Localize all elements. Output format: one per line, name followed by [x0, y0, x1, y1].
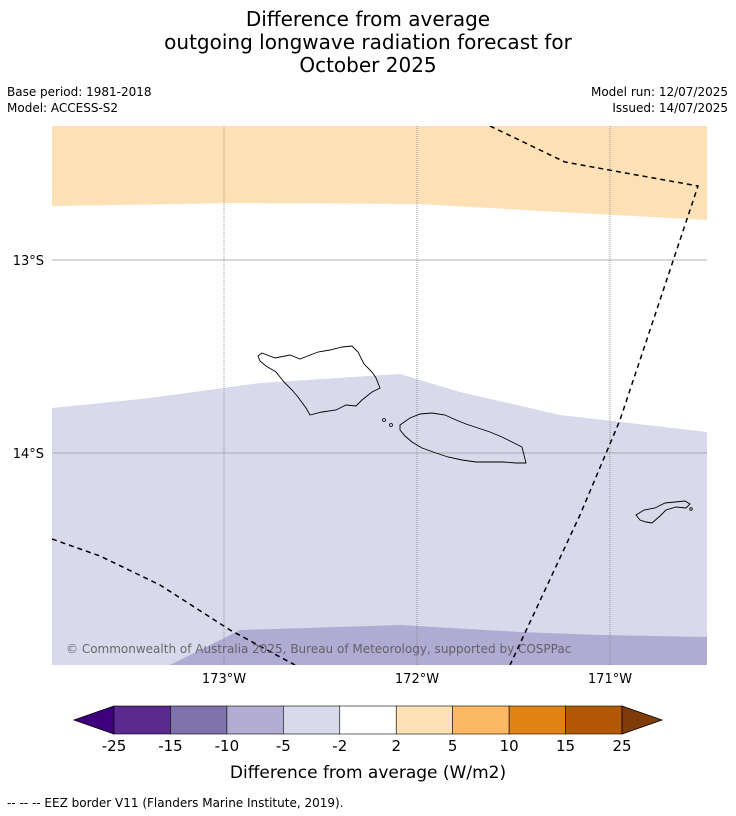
- island-outline-upolu: [399, 412, 527, 464]
- lon-label-172w: 172°W: [395, 672, 439, 687]
- colorbar-bin: [452, 705, 510, 735]
- base-period-text: Base period: 1981-2018: [7, 85, 152, 99]
- attribution-text: © Commonwealth of Australia 2025, Bureau…: [66, 642, 571, 656]
- lat-label-13s: 13°S: [13, 254, 44, 269]
- meta-right: Model run: 12/07/2025 Issued: 14/07/2025: [591, 84, 728, 116]
- meta-left: Base period: 1981-2018 Model: ACCESS-S2: [7, 84, 152, 116]
- colorbar-bin: [395, 705, 453, 735]
- colorbar-bin: [283, 705, 341, 735]
- colorbar-tick-label: 5: [448, 737, 458, 755]
- colorbar-tick-label: -5: [276, 737, 291, 755]
- island-outline-aunuu: [689, 507, 693, 511]
- warm-anomaly-band: [52, 126, 707, 220]
- lat-label-14s: 14°S: [13, 447, 44, 462]
- title-line-1: Difference from average: [245, 7, 491, 31]
- map-figure: © Commonwealth of Australia 2025, Bureau…: [13, 126, 707, 783]
- colorbar-tick-label: -15: [158, 737, 183, 755]
- colorbar-bin: [226, 705, 284, 735]
- title-line-2: outgoing longwave radiation forecast for: [164, 30, 572, 54]
- colorbar-bin: [565, 705, 623, 735]
- map-panel: © Commonwealth of Australia 2025, Bureau…: [52, 126, 707, 665]
- island-outline-icon: [257, 345, 381, 416]
- colorbar-extend-min: [72, 705, 115, 735]
- island-outline-manono: [382, 418, 386, 422]
- colorbar-tick-label: -25: [102, 737, 127, 755]
- colorbar-extend-max: [621, 705, 664, 735]
- lon-label-171w: 171°W: [588, 672, 632, 687]
- colorbar-bin: [508, 705, 566, 735]
- island-outline-tutuila: [635, 500, 691, 524]
- cooler-anomaly-band: [170, 625, 707, 665]
- colorbar-bin: [339, 705, 397, 735]
- colorbar-tick-label: 15: [556, 737, 575, 755]
- colorbar-label: Difference from average (W/m2): [230, 763, 506, 783]
- cool-anomaly-band: [52, 374, 707, 665]
- title-line-3: October 2025: [299, 53, 437, 77]
- colorbar-tick-label: 25: [612, 737, 631, 755]
- colorbar-tick-label: -2: [332, 737, 347, 755]
- lon-label-173w: 173°W: [202, 672, 246, 687]
- chart-title: Difference from average outgoing longwav…: [0, 8, 736, 77]
- eez-border-southwest: [52, 538, 296, 665]
- colorbar-bin: [113, 705, 171, 735]
- colorbar-tick-label: 2: [391, 737, 401, 755]
- eez-legend-note: -- -- -- EEZ border V11 (Flanders Marine…: [7, 796, 344, 810]
- colorbar-bin: [170, 705, 228, 735]
- issued-text: Issued: 14/07/2025: [612, 101, 728, 115]
- colorbar: -25 -15 -10 -5 -2 2 5 10 15 25: [72, 705, 664, 755]
- model-text: Model: ACCESS-S2: [7, 101, 119, 115]
- colorbar-tick-label: 10: [500, 737, 519, 755]
- eez-border-icon: [489, 126, 699, 665]
- model-run-text: Model run: 12/07/2025: [590, 85, 728, 99]
- colorbar-tick-label: -10: [215, 737, 240, 755]
- island-outline-apolima: [389, 423, 393, 427]
